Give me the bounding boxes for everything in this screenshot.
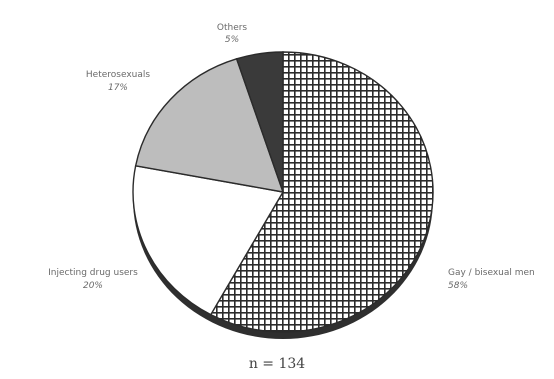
slice-label-others: Others [217,23,248,33]
slice-pct-others: 5% [225,35,239,45]
slice-label-heterosexuals: Heterosexuals [86,70,150,80]
slice-pct-heterosexuals: 17% [108,83,128,93]
pie-slice-gay-bisexual-men [209,51,434,333]
sample-size-note: n = 134 [249,356,305,372]
slice-label-injecting-drug-users: Injecting drug users [48,268,138,278]
pie-slice-others [235,51,284,193]
slice-pct-injecting-drug-users: 20% [83,281,103,291]
slice-pct-gay-bisexual-men: 58% [448,281,468,291]
pie-slice-heterosexuals [134,57,285,193]
pie-slices [132,51,434,333]
pie-slice-injecting-drug-users [132,164,285,316]
pie-labels: Others 5% Heterosexuals 17% Injecting dr… [48,23,535,291]
slice-label-gay-bisexual-men: Gay / bisexual men [448,268,535,278]
